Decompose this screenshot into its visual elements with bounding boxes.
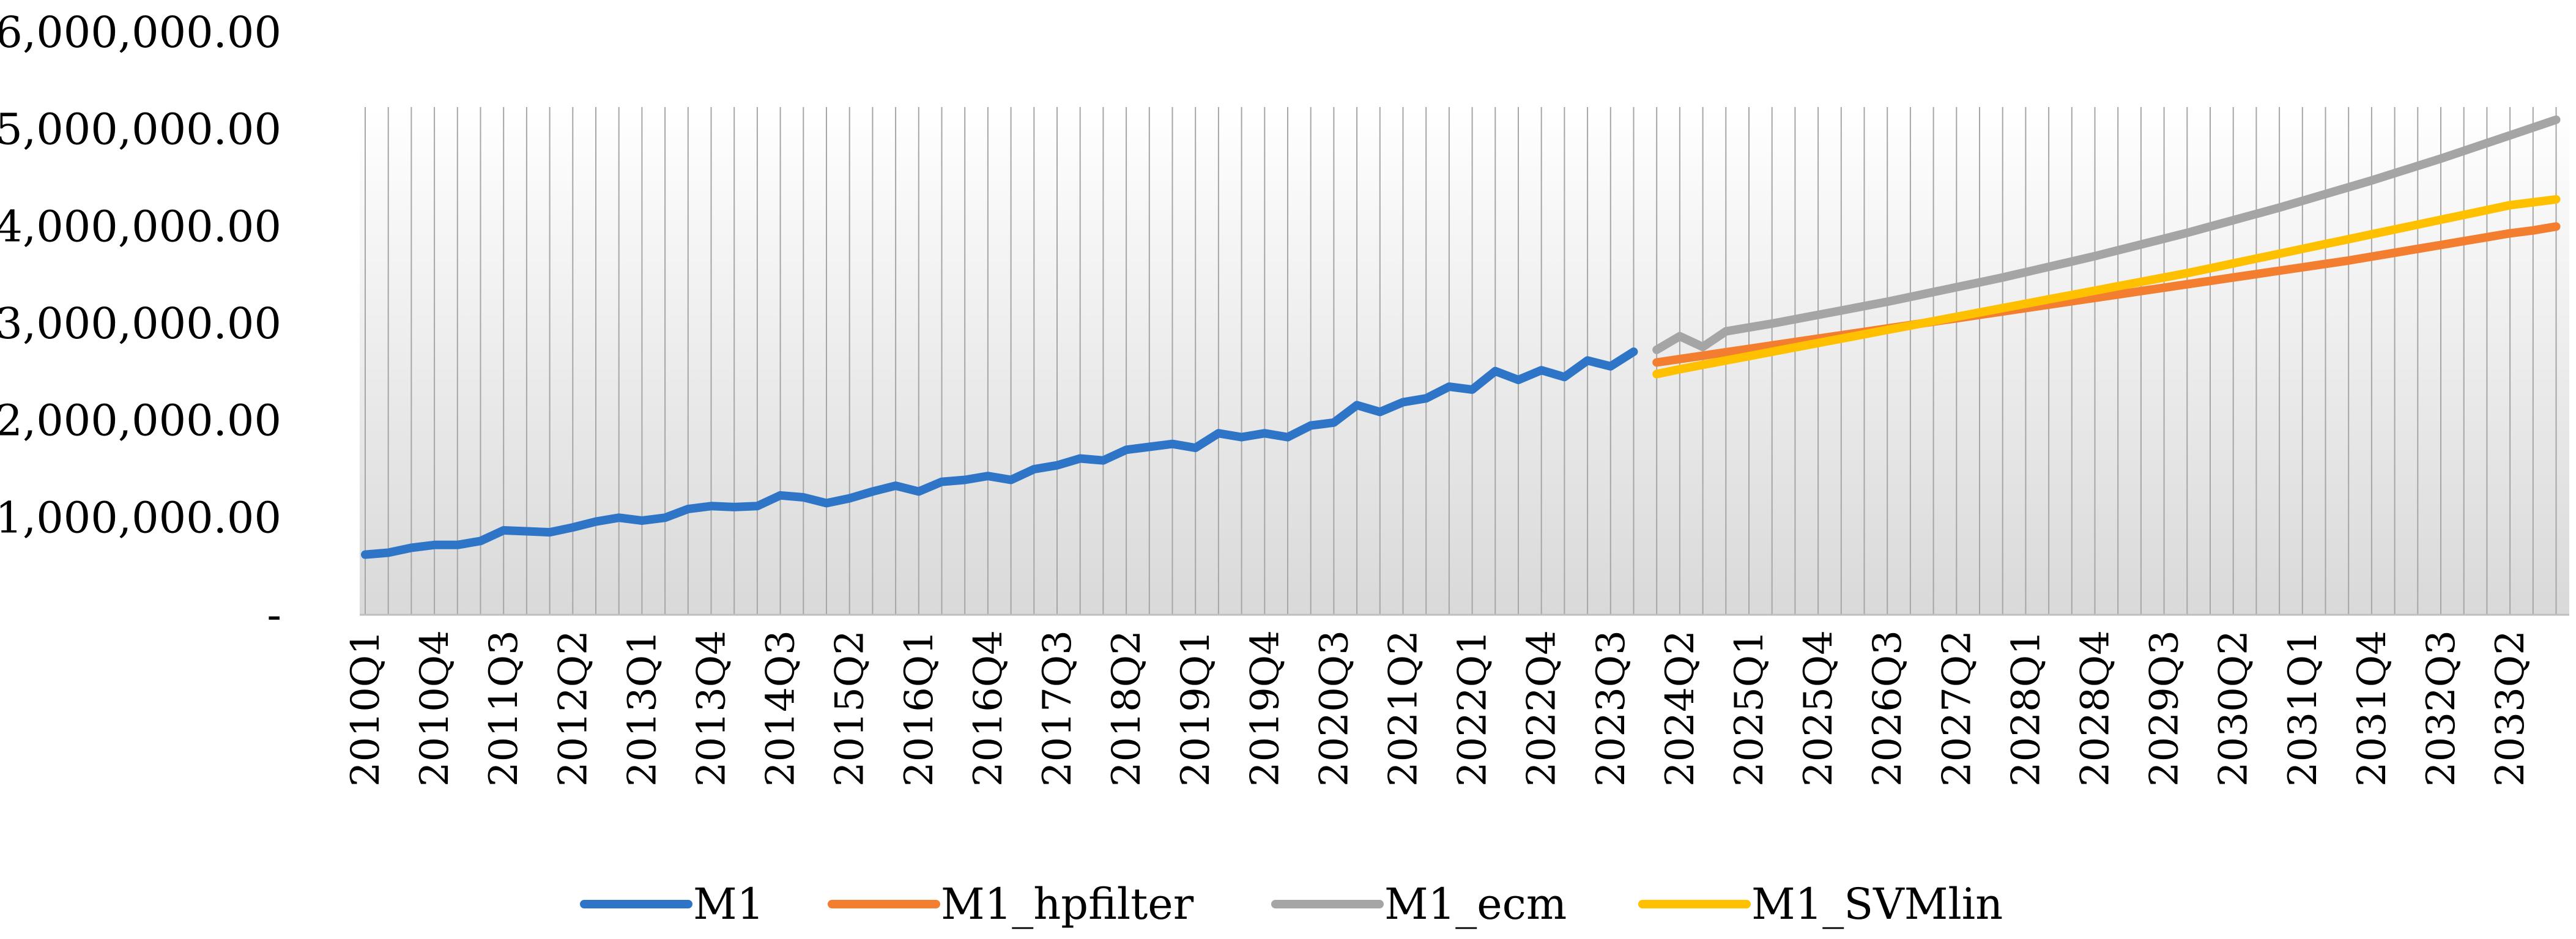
x-tick-label: 2021Q2 — [1381, 630, 1427, 787]
x-tick-label: 2025Q1 — [1727, 630, 1772, 787]
x-tick-label: 2019Q4 — [1242, 630, 1288, 787]
y-tick-label: 2,000,000.00 — [0, 396, 281, 446]
x-tick-label: 2011Q3 — [481, 630, 527, 787]
x-tick-label: 2022Q1 — [1450, 630, 1496, 787]
x-tick-label: 2019Q1 — [1173, 630, 1219, 787]
x-tick-label: 2010Q1 — [343, 630, 388, 787]
x-tick-label: 2026Q3 — [1865, 630, 1910, 787]
x-tick-label: 2028Q1 — [2003, 630, 2049, 787]
x-tick-label: 2017Q3 — [1035, 630, 1080, 787]
x-tick-label: 2029Q3 — [2142, 630, 2188, 787]
x-axis-tick-labels: 2010Q1 2010Q4 2011Q3 2012Q2 2013Q1 2013Q4 2014… — [343, 630, 2533, 787]
x-tick-label: 2013Q1 — [620, 630, 665, 787]
x-tick-label: 2014Q3 — [759, 630, 804, 787]
legend-label: M1 — [693, 879, 764, 929]
x-tick-label: 2027Q2 — [1934, 630, 1980, 787]
y-tick-label: 4,000,000.00 — [0, 201, 281, 251]
x-tick-label: 2031Q4 — [2350, 630, 2395, 787]
x-tick-label: 2030Q2 — [2211, 630, 2257, 787]
vertical-gridlines — [365, 107, 2557, 615]
legend-label: M1_ecm — [1384, 879, 1567, 929]
y-tick-label: - — [267, 590, 281, 640]
x-tick-label: 2024Q2 — [1658, 630, 1703, 787]
series-line-m1 — [361, 347, 1638, 559]
series-line-m1-hpfilter — [1652, 222, 2561, 367]
x-tick-label: 2033Q2 — [2488, 630, 2533, 787]
x-tick-label: 2018Q2 — [1104, 630, 1149, 787]
series-line-m1-ecm — [1652, 115, 2561, 354]
x-tick-label: 2013Q4 — [689, 630, 735, 787]
legend-label: M1_SVMlin — [1751, 879, 2003, 929]
x-tick-label: 2023Q3 — [1589, 630, 1634, 787]
y-tick-label: 5,000,000.00 — [0, 105, 281, 155]
x-tick-label: 2016Q1 — [897, 630, 942, 787]
x-tick-label: 2031Q1 — [2281, 630, 2326, 787]
y-tick-label: 6,000,000.00 — [0, 7, 281, 58]
y-tick-label: 1,000,000.00 — [0, 492, 281, 543]
series-lines — [361, 115, 2561, 559]
plot-area — [360, 107, 2569, 615]
x-tick-label: 2022Q4 — [1520, 630, 1565, 787]
x-tick-label: 2012Q2 — [551, 630, 596, 787]
x-tick-label: 2025Q4 — [1796, 630, 1841, 787]
x-tick-label: 2032Q3 — [2419, 630, 2464, 787]
y-tick-label: 3,000,000.00 — [0, 299, 281, 349]
legend-label: M1_hpfilter — [941, 879, 1194, 929]
x-tick-label: 2016Q4 — [966, 630, 1011, 787]
x-tick-label: 2015Q2 — [828, 630, 873, 787]
x-tick-label: 2010Q4 — [412, 630, 458, 787]
y-axis: - 1,000,000.00 2,000,000.00 3,000,000.00 4,0… — [0, 7, 281, 640]
x-tick-label: 2020Q3 — [1312, 630, 1357, 787]
series-line-m1-svmlin — [1652, 195, 2561, 379]
legend: M1 M1_hpfilter M1_ecm M1_SVMlin — [580, 879, 2003, 929]
x-tick-label: 2028Q4 — [2073, 630, 2118, 787]
